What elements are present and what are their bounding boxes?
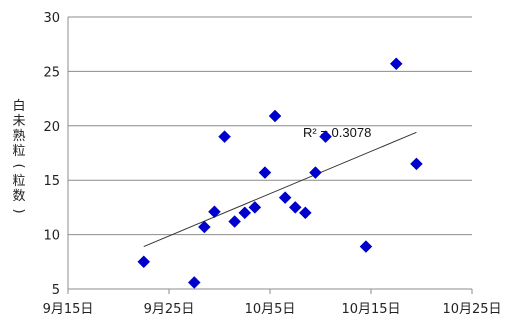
data-point (238, 206, 252, 220)
x-tick-labels: 9月15日 9月25日 10月5日 10月15日 10月25日 (43, 302, 502, 317)
data-point (298, 206, 312, 220)
data-point (389, 57, 403, 71)
x-tick-label: 10月5日 (245, 302, 296, 317)
data-point (278, 191, 292, 204)
y-tick-label: 30 (43, 11, 60, 26)
x-tick-label: 10月15日 (341, 302, 400, 317)
y-axis-label-char: 粒 (12, 144, 25, 159)
trendline (143, 131, 417, 248)
y-tick-label: 15 (43, 174, 60, 189)
y-axis-label-char: 粒 (12, 174, 25, 189)
y-tick-label: 5 (52, 283, 60, 298)
data-point (248, 201, 262, 214)
y-axis-label-char: 白 (12, 98, 25, 114)
data-point (218, 130, 231, 144)
data-point (258, 166, 272, 179)
y-tick-label: 20 (43, 120, 60, 135)
y-axis-label-char: 熟 (12, 128, 25, 144)
data-point (288, 201, 302, 214)
data-point (410, 157, 423, 171)
data-point (187, 276, 201, 289)
y-axis-label-char: 未 (12, 114, 25, 129)
x-tick-label: 10月25日 (442, 302, 501, 317)
grid-lines (68, 16, 472, 236)
y-tick-label: 10 (43, 229, 60, 244)
data-point (309, 166, 322, 179)
data-point (319, 130, 332, 144)
data-point (228, 215, 242, 228)
data-point (137, 255, 151, 269)
x-tick-label: 9月15日 (43, 302, 94, 317)
data-point (197, 220, 211, 234)
trendline-group: R² = 0.3078 (143, 125, 417, 248)
data-point (268, 109, 282, 123)
r-squared-label: R² = 0.3078 (303, 125, 371, 140)
data-point (208, 205, 221, 219)
x-tick-label: 9月25日 (144, 302, 195, 317)
y-tick-labels: 5 10 15 20 25 30 (43, 11, 60, 298)
axes (67, 17, 473, 294)
y-axis-label-char: ( (11, 163, 26, 168)
y-axis-label-char: 数 (12, 189, 25, 204)
y-tick-label: 25 (43, 65, 60, 80)
data-point (359, 240, 373, 253)
y-axis-label-char: ) (11, 208, 26, 213)
data-points (137, 57, 423, 289)
